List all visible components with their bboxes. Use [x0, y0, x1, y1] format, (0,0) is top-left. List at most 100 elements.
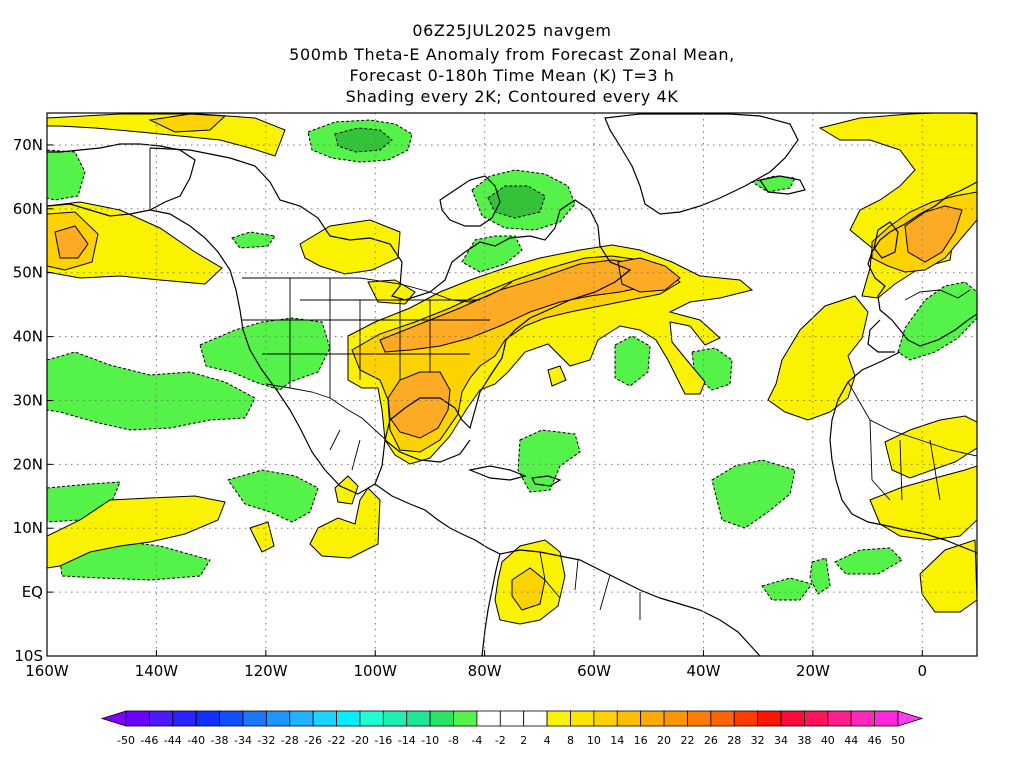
- colorbar-label: 8: [567, 734, 574, 747]
- coast-iceland: [759, 175, 806, 195]
- colorbar-label: 40: [821, 734, 835, 747]
- latitude-tick-labels: 70N 60N 50N 40N 30N 20N 10N EQ 10S: [13, 136, 53, 665]
- lat-tick-label: 30N: [13, 391, 43, 409]
- lat-tick-label: 50N: [13, 264, 43, 282]
- neg-anomaly-bc: [231, 231, 276, 249]
- colorbar-label: 22: [680, 734, 694, 747]
- colorbar-label: -50: [117, 734, 135, 747]
- coast-europe: [867, 181, 977, 347]
- colorbar-swatch: [148, 710, 174, 727]
- colorbar-label: 44: [844, 734, 858, 747]
- neg-anomaly-caribbean: [517, 429, 581, 493]
- coast-greenland: [604, 113, 799, 215]
- lon-tick-label: 140W: [135, 662, 179, 680]
- coast-south-america: [481, 549, 761, 656]
- border-us-mexico: [265, 383, 387, 441]
- colorbar-label: -20: [351, 734, 369, 747]
- lon-tick-label: 120W: [244, 662, 288, 680]
- colorbar-label: -2: [495, 734, 506, 747]
- colorbar-swatch: [804, 710, 829, 727]
- colorbar-swatch: [780, 710, 805, 727]
- colorbar-swatch: [850, 710, 876, 727]
- longitude-tick-labels: 160W 140W 120W 100W 80W 60W 40W 20W 0: [25, 650, 927, 680]
- colorbar-label: 28: [727, 734, 741, 747]
- border-africa-2: [869, 419, 941, 501]
- colorbar-swatch: [570, 710, 595, 727]
- neg-anomaly-western-europe: [897, 281, 977, 361]
- pos-anomaly-texas-orange: [387, 371, 451, 439]
- neg-anomaly-atlantic-eq-2: [809, 557, 831, 595]
- lat-tick-label: EQ: [22, 583, 43, 601]
- colorbar-label: -44: [164, 734, 182, 747]
- pos-anomaly-pacific-eq-yellow: [249, 521, 275, 553]
- political-borders: [149, 148, 977, 620]
- colorbar-swatch: [195, 710, 220, 727]
- border-states-1: [289, 278, 431, 398]
- colorbar-label: 2: [520, 734, 527, 747]
- colorbar-label: -26: [304, 734, 322, 747]
- colorbar-label: 14: [610, 734, 624, 747]
- lon-tick-label: 100W: [354, 662, 398, 680]
- colorbar-swatch: [687, 710, 712, 727]
- colorbar-label: 34: [774, 734, 788, 747]
- plot-title-line-3: Forecast 0-180h Time Mean (K) T=3 h: [349, 66, 675, 85]
- colorbar-swatch: [406, 710, 431, 727]
- colorbar-swatch: [663, 710, 688, 727]
- colorbar-label: 4: [544, 734, 551, 747]
- lon-tick-label: 40W: [687, 662, 721, 680]
- colorbar-swatch: [289, 710, 314, 727]
- pos-anomaly-atlantic-newfoundland: [617, 257, 681, 293]
- lat-tick-label: 70N: [13, 136, 43, 154]
- lat-tick-label: 20N: [13, 455, 43, 473]
- lon-tick-label: 20W: [796, 662, 830, 680]
- border-africa-1: [847, 381, 977, 457]
- colorbar-swatch: [523, 710, 548, 727]
- pos-anomaly-pacific-15n: [47, 495, 226, 569]
- colorbar-low-arrow: [100, 710, 127, 727]
- colorbar-swatch: [499, 710, 525, 727]
- neg-anomaly-pacific-10n: [47, 481, 121, 523]
- colorbar-label: 26: [704, 734, 718, 747]
- colorbar-label: -22: [328, 734, 346, 747]
- colorbar-label: -28: [281, 734, 299, 747]
- lon-tick-label: 80W: [468, 662, 502, 680]
- colorbar-swatch: [476, 710, 501, 727]
- colorbar-label: -16: [374, 734, 392, 747]
- border-south-america: [539, 551, 641, 620]
- colorbar-swatch: [733, 710, 759, 727]
- colorbar-swatch: [757, 710, 782, 727]
- pos-anomaly-bering-orange: [54, 225, 89, 259]
- border-mexico-interior: [329, 429, 361, 471]
- coast-hudson-bay: [439, 175, 501, 227]
- lon-tick-label: 160W: [25, 662, 69, 680]
- coastlines: [47, 113, 977, 656]
- border-europe-1: [904, 289, 971, 301]
- coast-british-isles: [873, 221, 899, 259]
- colorbar-label: -32: [257, 734, 275, 747]
- colorbar-swatch: [125, 710, 150, 727]
- neg-anomaly-east-pacific: [47, 351, 256, 431]
- colorbar-swatch: [382, 710, 408, 727]
- colorbar-swatch: [827, 710, 852, 727]
- neg-anomaly-africa-sw: [834, 547, 903, 575]
- lat-tick-label: 10S: [14, 647, 43, 665]
- neg-anomaly-alaska-west: [47, 149, 86, 201]
- plot-title-line-2: 500mb Theta-E Anomaly from Forecast Zona…: [289, 45, 735, 64]
- colorbar-label: -14: [398, 734, 416, 747]
- colorbar-label: -38: [211, 734, 229, 747]
- coast-hispaniola: [531, 475, 562, 487]
- coast-gulf-of-mexico: [384, 439, 471, 463]
- neg-anomaly-canadian-arctic-core: [334, 127, 393, 153]
- colorbar: -50 -46 -44 -40 -38 -34 -32 -28 -26 -22 -20 -16 -14-…: [100, 710, 924, 747]
- colorbar-swatch: [616, 710, 642, 727]
- neg-anomaly-labrador: [461, 235, 523, 273]
- neg-anomaly-mexico-pacific: [227, 469, 319, 523]
- lat-tick-label: 40N: [13, 328, 43, 346]
- colorbar-label: -10: [421, 734, 439, 747]
- pos-anomaly-gulf-guinea: [919, 539, 977, 613]
- colorbar-label: -40: [187, 734, 205, 747]
- colorbar-label: 32: [751, 734, 765, 747]
- lat-tick-label: 10N: [13, 519, 43, 537]
- lat-tick-label: 60N: [13, 200, 43, 218]
- map-frame: [46, 112, 978, 657]
